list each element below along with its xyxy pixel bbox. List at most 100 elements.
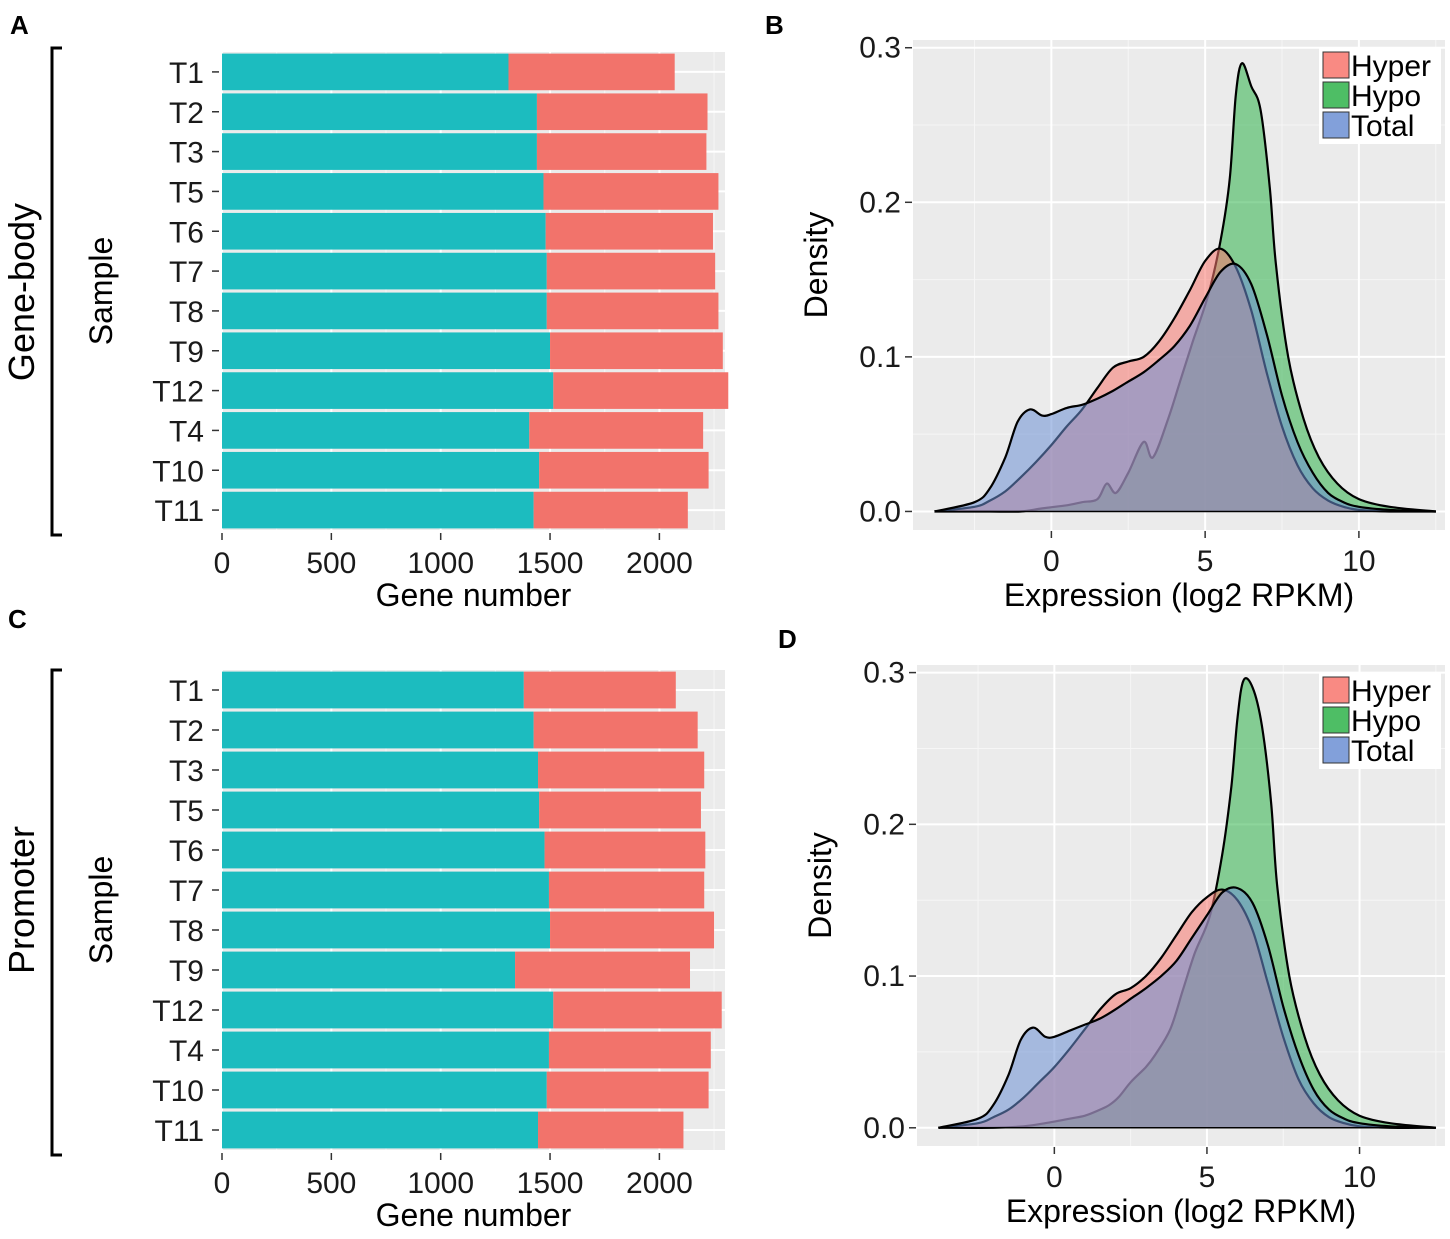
legend-swatch-hypo xyxy=(1322,81,1350,109)
group-bracket-gene-body xyxy=(50,46,62,537)
y-tick-label: 0.1 xyxy=(859,341,901,374)
legend-label-hypo: Hypo xyxy=(1351,705,1421,738)
legend-swatch-hypo xyxy=(1322,706,1350,734)
x-tick-label: 2000 xyxy=(626,547,693,580)
bar-t5-segment-2 xyxy=(543,173,719,210)
y-tick-label: T12 xyxy=(152,995,204,1028)
y-tick-label: T8 xyxy=(169,915,204,948)
bar-t2-segment-1 xyxy=(222,93,537,131)
plot-background xyxy=(222,52,725,530)
bar-t9-segment-2 xyxy=(515,951,691,989)
x-axis-title: Expression (log2 RPKM) xyxy=(1006,1193,1356,1229)
legend-swatch-hyper xyxy=(1322,51,1350,79)
x-tick-label: 0 xyxy=(1043,545,1060,578)
x-tick-label: 1000 xyxy=(407,1167,474,1200)
legend-label-hypo: Hypo xyxy=(1351,80,1421,113)
x-tick-label: 0 xyxy=(214,1167,231,1200)
density-line-total xyxy=(934,262,1436,513)
panel-label-c: C xyxy=(8,604,27,634)
x-tick-label: 10 xyxy=(1342,545,1375,578)
legend-swatch-hyper xyxy=(1322,676,1350,704)
y-axis-title: Sample xyxy=(83,237,119,346)
bar-t4-segment-1 xyxy=(222,1031,549,1069)
bar-t7-segment-2 xyxy=(546,252,716,290)
y-axis-title: Density xyxy=(798,212,834,319)
x-tick-label: 1000 xyxy=(407,547,474,580)
bar-t8-segment-1 xyxy=(222,911,551,949)
bar-t5-segment-1 xyxy=(222,173,544,210)
y-tick-label: T10 xyxy=(152,455,204,488)
bar-t6-segment-1 xyxy=(222,831,545,869)
x-axis-title: Gene number xyxy=(376,577,572,613)
bar-t3-segment-2 xyxy=(538,751,705,789)
y-tick-label: T10 xyxy=(152,1075,204,1108)
bar-t5-segment-1 xyxy=(222,791,540,829)
y-tick-label: T2 xyxy=(169,97,204,130)
y-tick-label: T5 xyxy=(169,176,204,209)
bar-t2-segment-2 xyxy=(533,711,698,749)
legend-label-total: Total xyxy=(1351,735,1414,768)
bar-t12-segment-2 xyxy=(553,372,729,409)
bar-t1-segment-2 xyxy=(508,53,675,91)
legend-swatch-total xyxy=(1322,736,1350,764)
bar-t12-segment-1 xyxy=(222,372,554,409)
bar-t5-segment-2 xyxy=(539,791,701,829)
bar-chart-gene-body: T1 T2 T3 T5 T6 T7 T8 T9 T12 T4 T10 T11 0 500 1000 1500 2… xyxy=(83,52,729,613)
bar-t7-segment-2 xyxy=(548,871,705,909)
bar-t4-segment-1 xyxy=(222,412,530,449)
bar-t11-segment-2 xyxy=(533,491,688,529)
bar-t9-segment-2 xyxy=(550,332,723,370)
bar-t3-segment-2 xyxy=(536,133,707,170)
bar-t3-segment-1 xyxy=(222,133,537,170)
y-tick-label: 0.2 xyxy=(859,186,901,219)
bar-t1-segment-2 xyxy=(523,671,676,709)
y-tick-label: 0.2 xyxy=(863,808,905,841)
bar-t11-segment-1 xyxy=(222,491,534,529)
bar-t9-segment-1 xyxy=(222,951,516,989)
bar-t4-segment-2 xyxy=(548,1031,711,1069)
x-tick-label: 10 xyxy=(1343,1161,1376,1194)
y-tick-label: T6 xyxy=(169,835,204,868)
x-axis-title: Expression (log2 RPKM) xyxy=(1004,577,1354,613)
y-tick-label: 0.1 xyxy=(863,960,905,993)
y-tick-label: T3 xyxy=(169,755,204,788)
x-axis-title: Gene number xyxy=(376,1197,572,1233)
y-tick-label: 0.0 xyxy=(859,495,901,528)
y-tick-label: T4 xyxy=(169,1035,204,1068)
bar-t2-segment-2 xyxy=(536,93,708,131)
y-tick-label: T11 xyxy=(155,495,204,528)
density-line-total xyxy=(938,886,1436,1129)
bar-t6-segment-2 xyxy=(544,831,706,869)
bar-chart-promoter: T1 T2 T3 T5 T6 T7 T8 T9 T12 T4 T10 T11 0 500 1000 1500 2… xyxy=(83,670,725,1233)
bar-t11-segment-2 xyxy=(538,1111,684,1149)
x-tick-label: 0 xyxy=(214,547,231,580)
y-tick-label: T3 xyxy=(169,137,204,170)
y-tick-label: T1 xyxy=(169,57,204,90)
bar-t4-segment-2 xyxy=(529,412,704,449)
y-tick-label: T7 xyxy=(169,256,204,289)
bar-t12-segment-2 xyxy=(553,991,722,1029)
density-area-total xyxy=(934,263,1436,512)
bar-t10-segment-1 xyxy=(222,1071,547,1109)
x-tick-label: 1500 xyxy=(517,547,584,580)
y-tick-label: T6 xyxy=(169,216,204,249)
group-label-promoter: Promoter xyxy=(1,826,42,974)
bar-t7-segment-1 xyxy=(222,252,547,290)
group-bracket-promoter xyxy=(50,668,62,1157)
x-tick-label: 500 xyxy=(306,1167,356,1200)
bar-t6-segment-2 xyxy=(545,212,713,250)
bar-t8-segment-1 xyxy=(222,292,547,330)
group-label-gene-body: Gene-body xyxy=(1,203,42,381)
panel-label-a: A xyxy=(10,10,29,40)
x-tick-label: 2000 xyxy=(626,1167,693,1200)
y-axis-title: Density xyxy=(802,832,838,939)
bar-t11-segment-1 xyxy=(222,1111,539,1149)
y-tick-label: T12 xyxy=(152,376,204,409)
bar-t10-segment-2 xyxy=(546,1071,709,1109)
bar-t3-segment-1 xyxy=(222,751,539,789)
y-tick-label: T9 xyxy=(169,336,204,369)
y-tick-label: T1 xyxy=(169,675,204,708)
